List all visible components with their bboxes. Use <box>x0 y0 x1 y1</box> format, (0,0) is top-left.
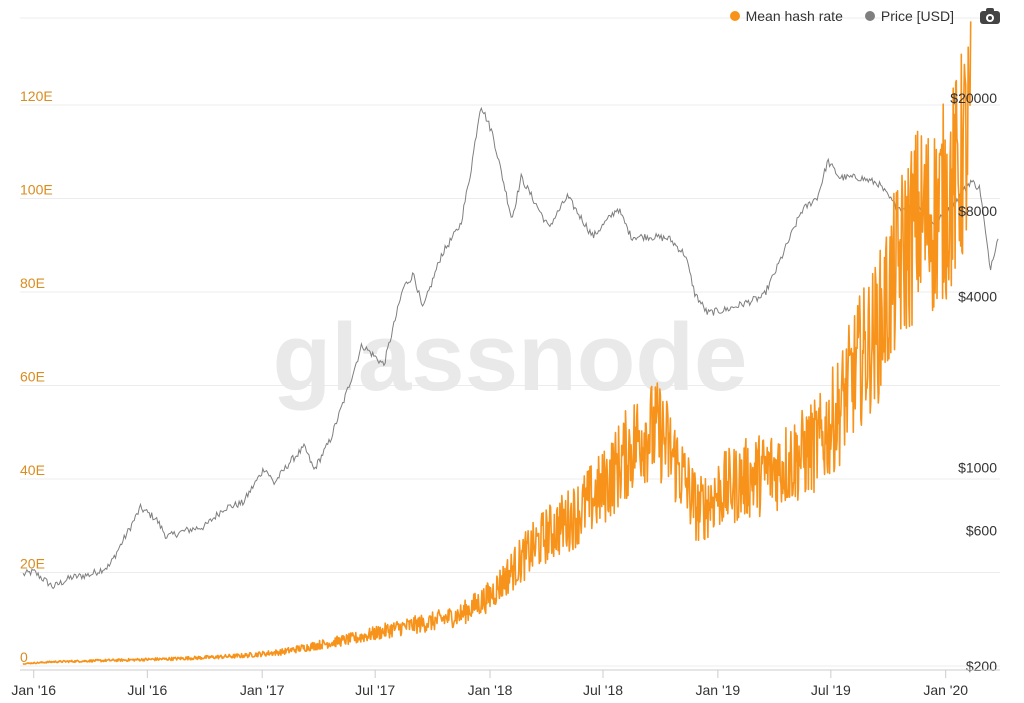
x-axis-tick-label: Jan '18 <box>468 682 513 698</box>
legend-dot-price <box>864 11 875 21</box>
x-axis-tick-label: Jan '16 <box>11 682 56 698</box>
left-axis-tick-label: 40E <box>20 462 45 478</box>
right-axis-tick-label: $4000 <box>958 289 997 305</box>
camera-icon[interactable] <box>980 8 1000 24</box>
legend-item-hash-rate[interactable]: Mean hash rate <box>729 8 843 24</box>
right-axis-tick-label: $200 <box>966 658 997 674</box>
left-axis-tick-label: 120E <box>20 88 53 104</box>
x-axis-tick-label: Jan '20 <box>923 682 968 698</box>
watermark: glassnode <box>273 304 748 411</box>
legend-label-price: Price [USD] <box>880 8 954 24</box>
left-axis-tick-label: 20E <box>20 556 45 572</box>
series-line-hash-rate <box>22 21 972 665</box>
right-axis-tick-label: $1000 <box>958 459 997 475</box>
left-axis: 0 20E 40E 60E 80E 100E 120E <box>20 88 53 665</box>
x-axis-tick-label: Jul '18 <box>583 682 623 698</box>
x-axis-tick-label: Jul '19 <box>811 682 851 698</box>
x-axis-tick-label: Jan '19 <box>696 682 741 698</box>
left-axis-tick-label: 80E <box>20 275 45 291</box>
series-layer <box>22 21 999 665</box>
legend-item-price[interactable]: Price [USD] <box>864 8 954 24</box>
legend-label-hash-rate: Mean hash rate <box>745 8 843 24</box>
x-axis-tick-label: Jan '17 <box>240 682 285 698</box>
x-axis: Jan '16 Jul '16 Jan '17 Jul '17 Jan '18 Jul '… <box>11 669 1000 698</box>
left-axis-tick-label: 100E <box>20 182 53 198</box>
right-axis-tick-label: $600 <box>966 522 997 538</box>
right-axis-tick-label: $20000 <box>950 90 997 106</box>
x-axis-tick-label: Jul '17 <box>355 682 395 698</box>
legend-dot-hash-rate <box>729 11 740 21</box>
series-line-price <box>22 106 999 590</box>
left-axis-tick-label: 60E <box>20 369 45 385</box>
gridlines <box>20 17 1000 667</box>
legend: Mean hash rate Price [USD] <box>729 8 1000 24</box>
x-axis-tick-label: Jul '16 <box>127 682 167 698</box>
right-axis-tick-label: $8000 <box>958 203 997 219</box>
left-axis-tick-label: 0 <box>20 649 28 665</box>
